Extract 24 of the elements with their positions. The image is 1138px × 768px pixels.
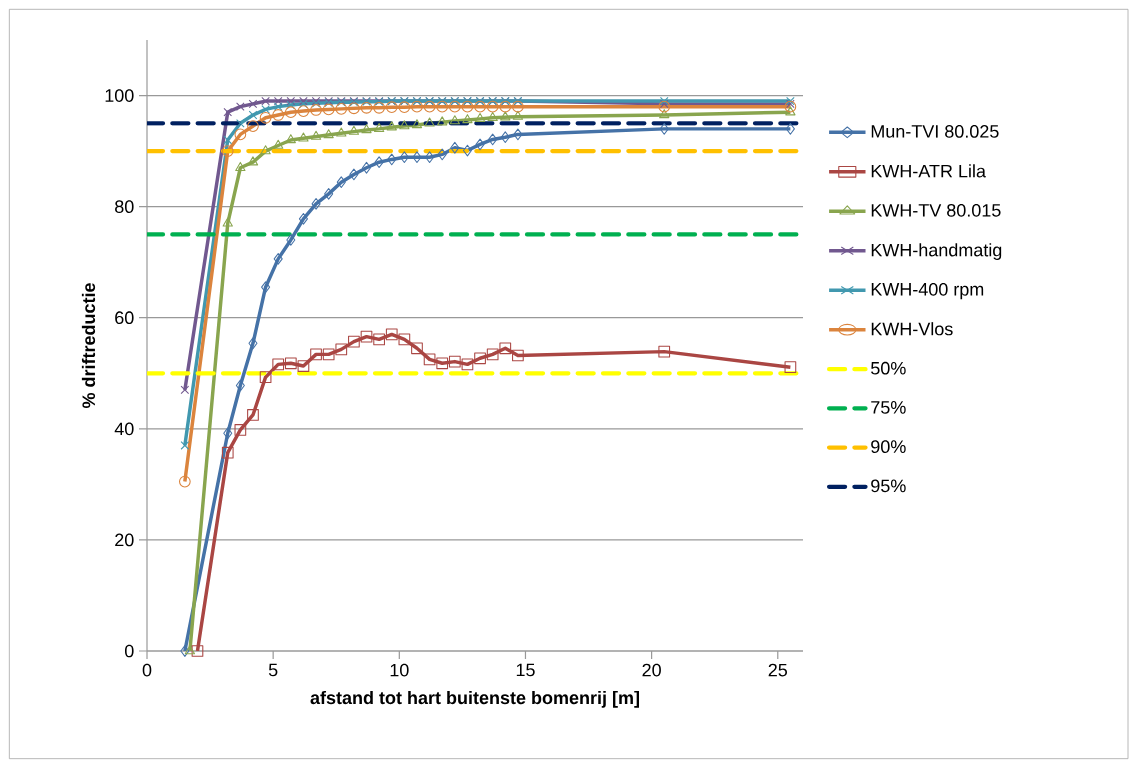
y-tick-label: 80: [115, 200, 134, 213]
y-tick-label: 20: [115, 533, 134, 547]
x-tick-label: 25: [768, 663, 788, 677]
x-axis-title: afstand tot hart buitenste bomenrij [m]: [310, 690, 639, 708]
legend-label: KWH-400 rpm: [871, 282, 984, 300]
x-tick-label: 0: [142, 663, 152, 677]
legend-label: 90%: [871, 440, 906, 453]
legend-label: Mun-TVI 80.025: [871, 125, 999, 138]
y-tick-label: 60: [115, 311, 134, 325]
legend-label: 75%: [871, 401, 906, 414]
legend-label: KWH-ATR Lila: [871, 164, 986, 178]
x-tick-label: 10: [390, 663, 409, 677]
legend-label: KWH-TV 80.015: [871, 203, 1001, 217]
x-tick-label: 15: [516, 663, 535, 677]
x-tick-label: 20: [642, 663, 661, 677]
y-axis-title: % driftreductie: [81, 283, 96, 409]
x-tick-label: 5: [268, 663, 278, 677]
legend-label: 95%: [871, 479, 906, 493]
y-tick-label: 0: [124, 644, 134, 658]
y-tick-label: 100: [105, 89, 134, 102]
y-tick-label: 40: [114, 422, 134, 436]
legend-label: KWH-handmatig: [871, 243, 1002, 260]
legend-label: KWH-Vlos: [871, 322, 953, 336]
legend-label: 50%: [871, 361, 906, 375]
